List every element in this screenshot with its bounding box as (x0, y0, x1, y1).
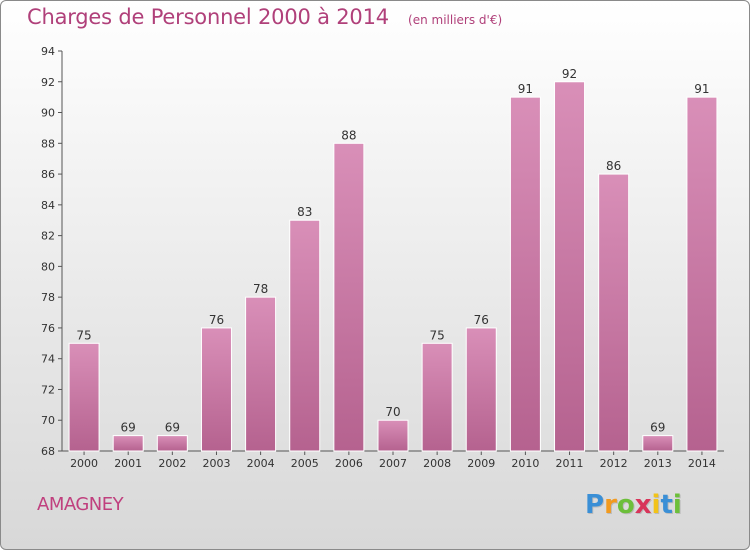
logo-letter: o (616, 490, 635, 520)
bar-2001 (112, 435, 144, 452)
bars (68, 81, 718, 452)
y-tick-label: 90 (41, 107, 55, 120)
logo-letter: i (672, 490, 682, 520)
y-tick-label: 78 (41, 291, 55, 304)
logo-letter: x (634, 490, 652, 520)
y-tick-label: 80 (41, 260, 55, 273)
logo-letter: P (585, 490, 605, 520)
x-tick-label: 2012 (600, 457, 628, 470)
chart-title-group: Charges de Personnel 2000 à 2014 (en mil… (27, 5, 502, 29)
proxiti-logo: Proxiti (585, 490, 682, 520)
y-tick-label: 92 (41, 76, 55, 89)
bar-2011 (554, 81, 586, 452)
value-label: 78 (253, 282, 268, 296)
x-tick-label: 2014 (688, 457, 716, 470)
x-tick-label: 2006 (335, 457, 363, 470)
y-tick-label: 94 (41, 45, 55, 58)
value-label: 69 (121, 421, 136, 435)
y-tick-label: 72 (41, 383, 55, 396)
y-tick-label: 84 (41, 199, 55, 212)
value-label: 86 (606, 159, 621, 173)
bar-2004 (245, 296, 277, 452)
bar-2003 (200, 327, 232, 452)
y-tick-label: 74 (41, 353, 55, 366)
value-label: 70 (385, 405, 400, 419)
bar-2006 (333, 142, 365, 452)
value-label: 76 (474, 313, 489, 327)
logo-letter: r (604, 490, 617, 520)
value-label: 91 (694, 82, 709, 96)
x-tick-label: 2002 (158, 457, 186, 470)
y-tick-label: 76 (41, 322, 55, 335)
x-tick-label: 2013 (644, 457, 672, 470)
x-tick-label: 2001 (114, 457, 142, 470)
x-tick-label: 2000 (70, 457, 98, 470)
axes: 68 70 72 74 76 78 80 82 84 86 88 90 92 94 2000 2001 2002… (41, 45, 724, 470)
y-tick-label: 88 (41, 137, 55, 150)
x-tick-label: 2010 (511, 457, 539, 470)
bar-2010 (509, 96, 541, 452)
chart-subtitle: (en milliers d'€) (408, 13, 503, 27)
x-tick-label: 2005 (291, 457, 319, 470)
value-label: 91 (518, 82, 533, 96)
value-label: 83 (297, 205, 312, 219)
y-tick-label: 82 (41, 230, 55, 243)
bar-2000 (68, 342, 100, 452)
y-tick-label: 68 (41, 445, 55, 458)
value-label: 75 (76, 328, 91, 342)
x-tick-label: 2003 (202, 457, 230, 470)
value-label: 75 (429, 328, 444, 342)
y-tick-label: 70 (41, 414, 55, 427)
value-label: 88 (341, 128, 356, 142)
x-tick-label: 2008 (423, 457, 451, 470)
x-tick-label: 2004 (247, 457, 275, 470)
logo-letter: t (660, 490, 673, 520)
x-tick-label: 2007 (379, 457, 407, 470)
value-labels: 75 69 69 76 78 83 88 70 75 76 91 92 86 69 91 (76, 67, 709, 435)
bar-2002 (156, 435, 188, 452)
bar-2014 (686, 96, 718, 452)
x-tick-label: 2011 (556, 457, 584, 470)
value-label: 69 (165, 421, 180, 435)
bar-2013 (642, 435, 674, 452)
chart-title: Charges de Personnel 2000 à 2014 (27, 5, 389, 29)
value-label: 76 (209, 313, 224, 327)
bar-2009 (465, 327, 497, 452)
bar-2007 (377, 419, 409, 452)
y-tick-label: 86 (41, 168, 55, 181)
logo-letter: i (651, 490, 661, 520)
bar-2012 (598, 173, 630, 452)
value-label: 92 (562, 67, 577, 81)
value-label: 69 (650, 421, 665, 435)
bar-2005 (289, 219, 321, 452)
town-name: AMAGNEY (37, 494, 124, 515)
x-tick-label: 2009 (467, 457, 495, 470)
bar-2008 (421, 342, 453, 452)
